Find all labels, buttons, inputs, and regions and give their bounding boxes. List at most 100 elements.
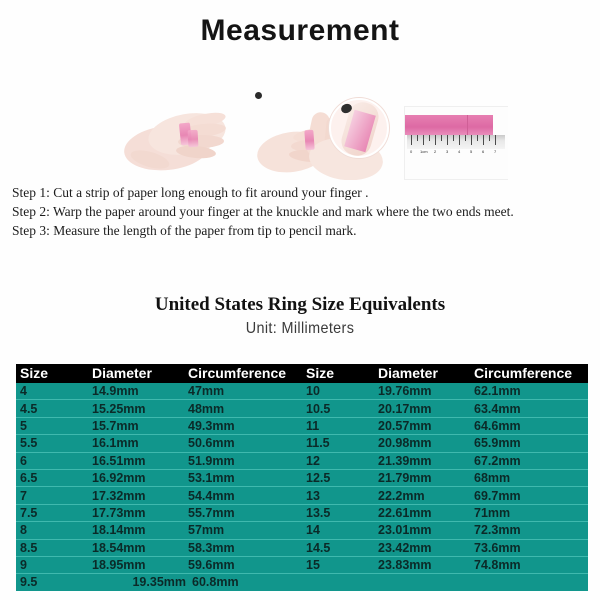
ruler-tick-label: 6 — [482, 149, 485, 154]
column-header-circumference-right: Circumference — [474, 365, 573, 381]
cell-diameter: 14.9mm — [92, 384, 139, 399]
table-row: 5 15.7mm 49.3mm 11 20.57mm 64.6mm — [16, 417, 588, 436]
pencil-mark-icon — [255, 92, 262, 99]
wrapping-paper-strip-image — [255, 92, 393, 180]
table-row: 4 14.9mm 47mm 10 19.76mm 62.1mm — [16, 383, 588, 401]
cell-circumference: 63.4mm — [474, 401, 521, 416]
ruler-measuring-strip-image: 0 1cm 2 3 4 5 6 7 — [404, 104, 508, 180]
cell-size: 9.5 — [20, 575, 38, 590]
cell-diameter: 19.35mm — [132, 575, 186, 590]
cell-circumference: 51.9mm — [188, 453, 235, 468]
step-2-text: Step 2: Warp the paper around your finge… — [12, 204, 514, 219]
cell-circumference: 55.7mm — [188, 505, 235, 520]
table-row: 8 18.14mm 57mm 14 23.01mm 72.3mm — [16, 522, 588, 540]
cell-diameter: 18.95mm — [92, 558, 146, 573]
cell-diameter: 19.76mm — [378, 384, 432, 399]
table-row: 8.5 18.54mm 58.3mm 14.5 23.42mm 73.6mm — [16, 539, 588, 557]
cell-size: 13.5 — [306, 505, 331, 520]
table-row: 5.5 16.1mm 50.6mm 11.5 20.98mm 65.9mm — [16, 435, 588, 453]
page-title: Measurement — [200, 14, 400, 47]
cell-size: 7.5 — [20, 505, 38, 520]
cell-diameter: 16.92mm — [92, 471, 146, 486]
column-header-diameter-right: Diameter — [378, 365, 438, 381]
ring-size-table: Size Diameter Circumference Size Diamete… — [16, 364, 588, 591]
cell-diameter: 15.25mm — [92, 401, 146, 416]
cell-circumference: 49.3mm — [188, 418, 235, 433]
table-row: 7.5 17.73mm 55.7mm 13.5 22.61mm 71mm — [16, 504, 588, 523]
cell-circumference: 65.9mm — [474, 436, 521, 451]
cell-diameter: 16.1mm — [92, 436, 139, 451]
column-header-diameter-left: Diameter — [92, 365, 152, 381]
cell-circumference: 60.8mm — [192, 575, 239, 590]
cell-diameter: 21.79mm — [378, 471, 432, 486]
table-row: 7 17.32mm 54.4mm 13 22.2mm 69.7mm — [16, 487, 588, 505]
cell-size: 10.5 — [306, 401, 331, 416]
table-row: 9.5 19.35mm 60.8mm — [16, 574, 588, 591]
paper-strip-icon — [304, 129, 315, 151]
ruler-tick-label: 4 — [458, 149, 461, 154]
ruler-tick-label: 1cm — [420, 149, 428, 154]
cell-diameter: 22.2mm — [378, 488, 425, 503]
cell-diameter: 18.54mm — [92, 540, 146, 555]
cell-size: 13 — [306, 488, 320, 503]
cell-circumference: 71mm — [474, 505, 511, 520]
cell-circumference: 69.7mm — [474, 488, 521, 503]
cell-circumference: 64.6mm — [474, 418, 521, 433]
table-row: 6 16.51mm 51.9mm 12 21.39mm 67.2mm — [16, 452, 588, 470]
table-title: United States Ring Size Equivalents — [154, 294, 446, 315]
cell-diameter: 23.01mm — [378, 523, 432, 538]
cell-size: 11 — [306, 418, 320, 433]
table-row: 4.5 15.25mm 48mm 10.5 20.17mm 63.4mm — [16, 400, 588, 418]
cell-circumference: 58.3mm — [188, 540, 235, 555]
cell-diameter: 17.32mm — [92, 488, 146, 503]
cell-circumference: 74.8mm — [474, 558, 521, 573]
cell-circumference: 68mm — [474, 471, 511, 486]
column-header-size-left: Size — [20, 365, 49, 381]
ruler-icon — [407, 135, 505, 149]
cell-diameter: 16.51mm — [92, 453, 146, 468]
cell-circumference: 47mm — [188, 384, 225, 399]
column-header-size-right: Size — [306, 365, 335, 381]
column-header-circumference-left: Circumference — [188, 365, 287, 381]
cell-diameter: 20.17mm — [378, 401, 432, 416]
cell-diameter: 20.98mm — [378, 436, 432, 451]
cell-size: 8 — [20, 523, 27, 538]
cell-size: 6 — [20, 453, 27, 468]
cell-circumference: 73.6mm — [474, 540, 521, 555]
cell-diameter: 17.73mm — [92, 505, 146, 520]
instruction-steps: Step 1: Cut a strip of paper long enough… — [12, 183, 592, 240]
hand-with-paper-strip-image — [118, 92, 244, 180]
cell-size: 12.5 — [306, 471, 331, 486]
cell-diameter: 15.7mm — [92, 418, 139, 433]
cell-circumference: 54.4mm — [188, 488, 235, 503]
cell-size: 15 — [306, 558, 320, 573]
cell-size: 5.5 — [20, 436, 38, 451]
cell-diameter: 22.61mm — [378, 505, 432, 520]
cell-circumference: 50.6mm — [188, 436, 235, 451]
cell-diameter: 23.42mm — [378, 540, 432, 555]
cell-diameter: 23.83mm — [378, 558, 432, 573]
ruler-tick-label: 3 — [446, 149, 449, 154]
ruler-tick-label: 5 — [470, 149, 473, 154]
cell-circumference: 48mm — [188, 401, 225, 416]
cell-size: 4.5 — [20, 401, 38, 416]
cell-size: 5 — [20, 418, 27, 433]
table-body: 4 14.9mm 47mm 10 19.76mm 62.1mm 4.5 15.2… — [16, 383, 588, 591]
zoom-inset-circle — [329, 98, 389, 158]
cell-circumference: 53.1mm — [188, 471, 235, 486]
table-row: 9 18.95mm 59.6mm 15 23.83mm 74.8mm — [16, 556, 588, 575]
step-1-text: Step 1: Cut a strip of paper long enough… — [12, 185, 369, 200]
cell-size: 11.5 — [306, 436, 330, 451]
cell-circumference: 57mm — [188, 523, 225, 538]
cell-size: 9 — [20, 558, 27, 573]
table-header-row: Size Diameter Circumference Size Diamete… — [16, 364, 588, 383]
cell-size: 14 — [306, 523, 320, 538]
paper-strip-edge-icon — [187, 129, 199, 148]
cell-size: 6.5 — [20, 471, 38, 486]
table-row: 6.5 16.92mm 53.1mm 12.5 21.79mm 68mm — [16, 469, 588, 488]
cell-circumference: 72.3mm — [474, 523, 521, 538]
table-subtitle: Unit: Millimeters — [245, 320, 355, 337]
cell-circumference: 59.6mm — [188, 558, 235, 573]
ruler-tick-label: 0 — [410, 149, 413, 154]
